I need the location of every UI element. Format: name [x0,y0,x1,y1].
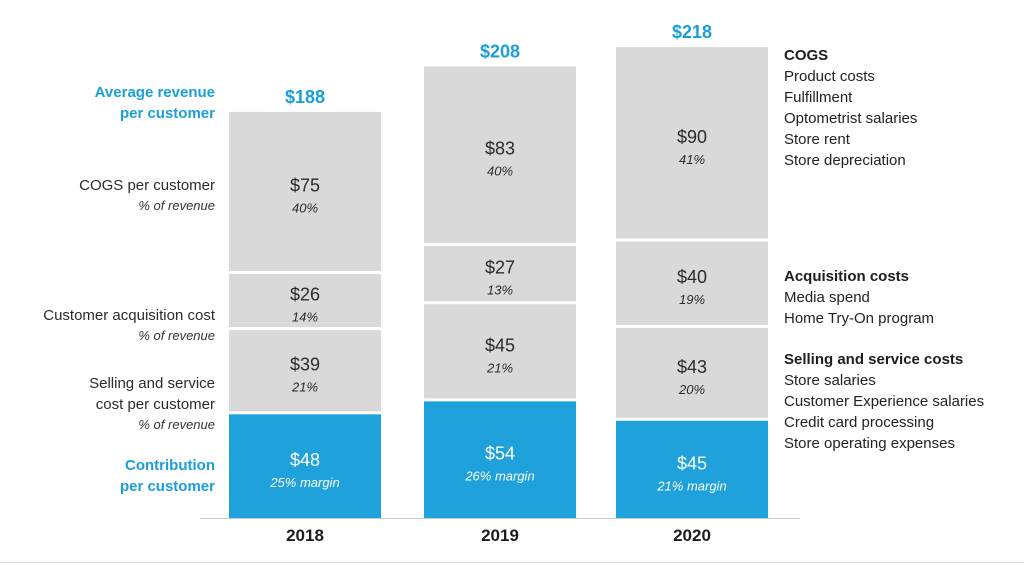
avg-revenue-line1: Average revenue [94,84,215,101]
cogs-label-sub: % of revenue [138,198,215,213]
selling-label-line2: cost per customer [95,396,215,413]
total-value-label: $218 [672,22,712,42]
segment-value-label: $45 [677,453,707,473]
segment-percent-label: 21% [291,380,318,395]
segment-percent-label: 40% [487,164,513,179]
segment-percent-label: 25% margin [269,475,339,490]
selling-label: Selling and service cost per customer % … [89,373,215,435]
cac-label-sub: % of revenue [138,328,215,343]
bar-segment [424,66,576,243]
segment-percent-label: 14% [292,310,318,325]
contribution-label-line1: Contribution [125,457,215,474]
legend-acquisition-item: Home Try-On program [784,310,935,327]
legend-selling-item: Credit card processing [784,414,935,431]
contribution-label-line2: per customer [119,478,215,495]
segment-percent-label: 20% [678,382,705,397]
segment-percent-label: 40% [292,200,318,215]
bar-segment [229,111,381,271]
legend-cogs-item: Fulfillment [784,89,853,106]
x-tick-label: 2020 [673,526,711,545]
segment-percent-label: 21% [486,360,513,375]
segment-value-label: $75 [290,175,320,195]
legend-cogs-item: Optometrist salaries [784,110,918,127]
x-tick-label: 2018 [286,526,324,545]
legend-selling: Selling and service costs Store salaries… [784,349,984,454]
cac-label: Customer acquisition cost % of revenue [43,305,215,346]
cac-label-text: Customer acquisition cost [43,307,215,324]
bar-segment [424,401,576,518]
segment-value-label: $40 [677,267,707,287]
legend-cogs-item: Store rent [784,131,850,148]
legend-cogs-title: COGS [784,47,829,64]
segment-value-label: $48 [290,450,320,470]
avg-revenue-label: Average revenue per customer [95,82,215,124]
legend-selling-item: Store salaries [784,372,876,389]
legend-selling-title: Selling and service costs [784,351,964,368]
bar-segment [424,245,576,302]
avg-revenue-line2: per customer [119,105,215,122]
bar-segment [616,241,768,325]
segment-value-label: $39 [290,355,320,375]
segment-value-label: $43 [677,357,707,377]
bar-segment [229,330,381,412]
segment-percent-label: 13% [487,283,513,298]
bar-segment [229,414,381,518]
legend-selling-item: Store operating expenses [784,435,955,452]
total-value-label: $188 [285,87,325,107]
cogs-label-text: COGS per customer [79,177,215,194]
legend-acquisition-title: Acquisition costs [784,268,910,285]
segment-value-label: $26 [290,285,320,305]
legend-acquisition: Acquisition costs Media spend Home Try-O… [784,266,934,329]
bar-segment [229,273,381,328]
segment-percent-label: 41% [679,152,705,167]
legend-acquisition-item: Media spend [784,289,870,306]
total-value-label: $208 [480,42,520,62]
segment-value-label: $27 [485,258,515,278]
legend-cogs: COGS Product costs Fulfillment Optometri… [784,45,917,171]
bar-segment [616,47,768,239]
cogs-label: COGS per customer % of revenue [79,175,215,216]
x-tick-label: 2019 [481,526,519,545]
selling-label-line1: Selling and service [89,375,215,392]
legend-cogs-item: Product costs [784,68,875,85]
contribution-label: Contribution per customer [120,455,215,497]
selling-label-sub: % of revenue [138,417,215,432]
segment-value-label: $45 [485,335,515,355]
segment-percent-label: 21% margin [656,478,726,493]
bar-segment [424,304,576,399]
bar-segment [616,327,768,418]
segment-value-label: $54 [485,444,515,464]
segment-percent-label: 26% margin [464,469,534,484]
bar-segment [616,420,768,518]
segment-value-label: $90 [677,127,707,147]
legend-selling-item: Customer Experience salaries [784,393,985,410]
segment-percent-label: 19% [679,292,705,307]
page-bottom-rule [0,562,1024,563]
legend-cogs-item: Store depreciation [784,152,906,169]
segment-value-label: $83 [485,139,515,159]
